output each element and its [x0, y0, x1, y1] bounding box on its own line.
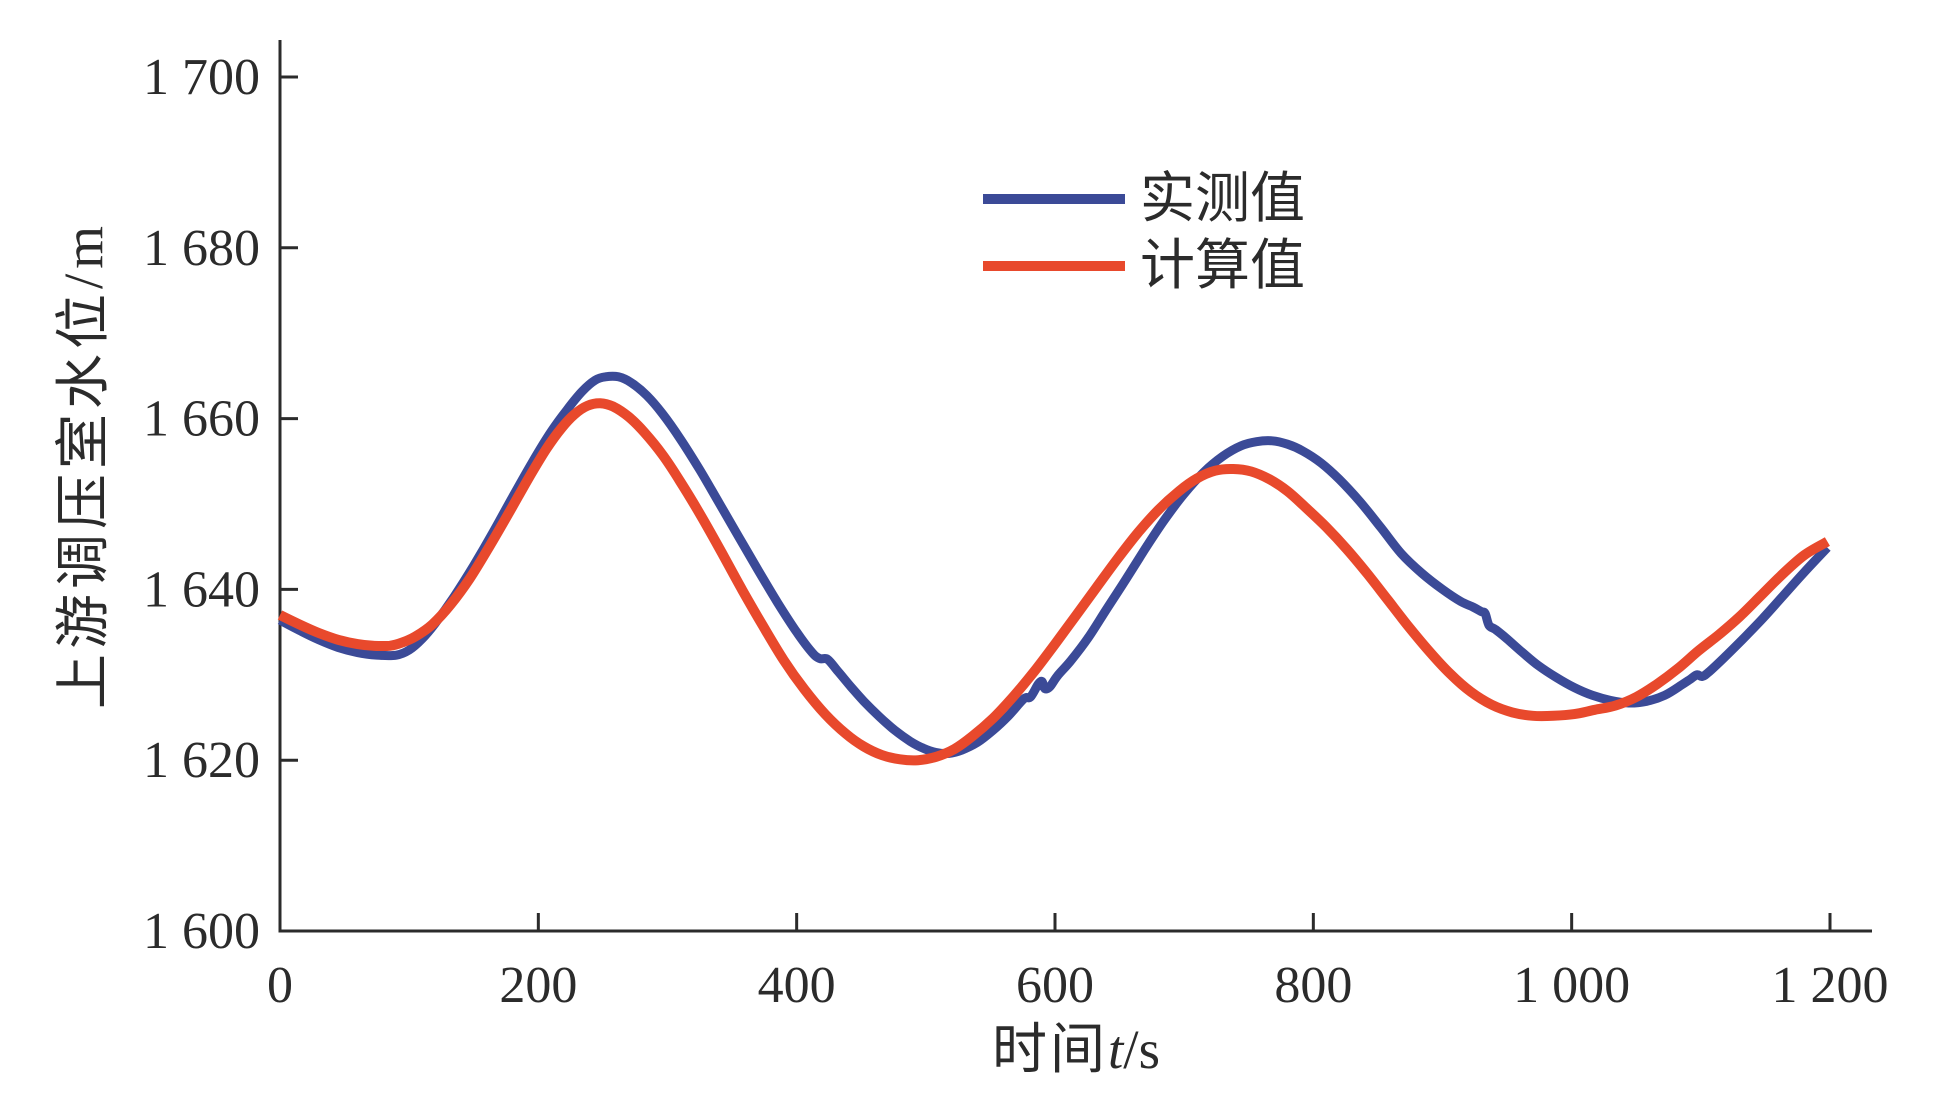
- x-axis-title-text: 时间: [992, 1019, 1109, 1080]
- series-line-measured: [277, 371, 1831, 759]
- y-tick-label: 1 620: [143, 732, 260, 789]
- x-axis-title-unit: /s: [1123, 1019, 1160, 1080]
- legend-label-0: 实测值: [1140, 168, 1305, 229]
- x-tick-label: 600: [1016, 957, 1094, 1014]
- x-tick-label: 0: [267, 957, 293, 1014]
- x-axis-title-variable: t: [1108, 1019, 1124, 1080]
- x-tick-label: 400: [758, 957, 836, 1014]
- y-axis-title: 上游调压室水位/m: [53, 220, 114, 710]
- y-tick-label: 1 600: [143, 903, 260, 960]
- x-tick-label: 800: [1274, 957, 1352, 1014]
- x-tick-label: 200: [499, 957, 577, 1014]
- legend-label-1: 计算值: [1140, 235, 1305, 296]
- series-line-calculated: [277, 398, 1830, 766]
- y-tick-label: 1 640: [143, 561, 260, 618]
- x-tick-label: 1 200: [1772, 957, 1889, 1014]
- y-tick-label: 1 680: [143, 220, 260, 277]
- x-axis-title: 时间t/s: [280, 1004, 1872, 1084]
- x-tick-label: 1 000: [1513, 957, 1630, 1014]
- y-tick-label: 1 700: [143, 49, 260, 106]
- y-tick-label: 1 660: [143, 391, 260, 448]
